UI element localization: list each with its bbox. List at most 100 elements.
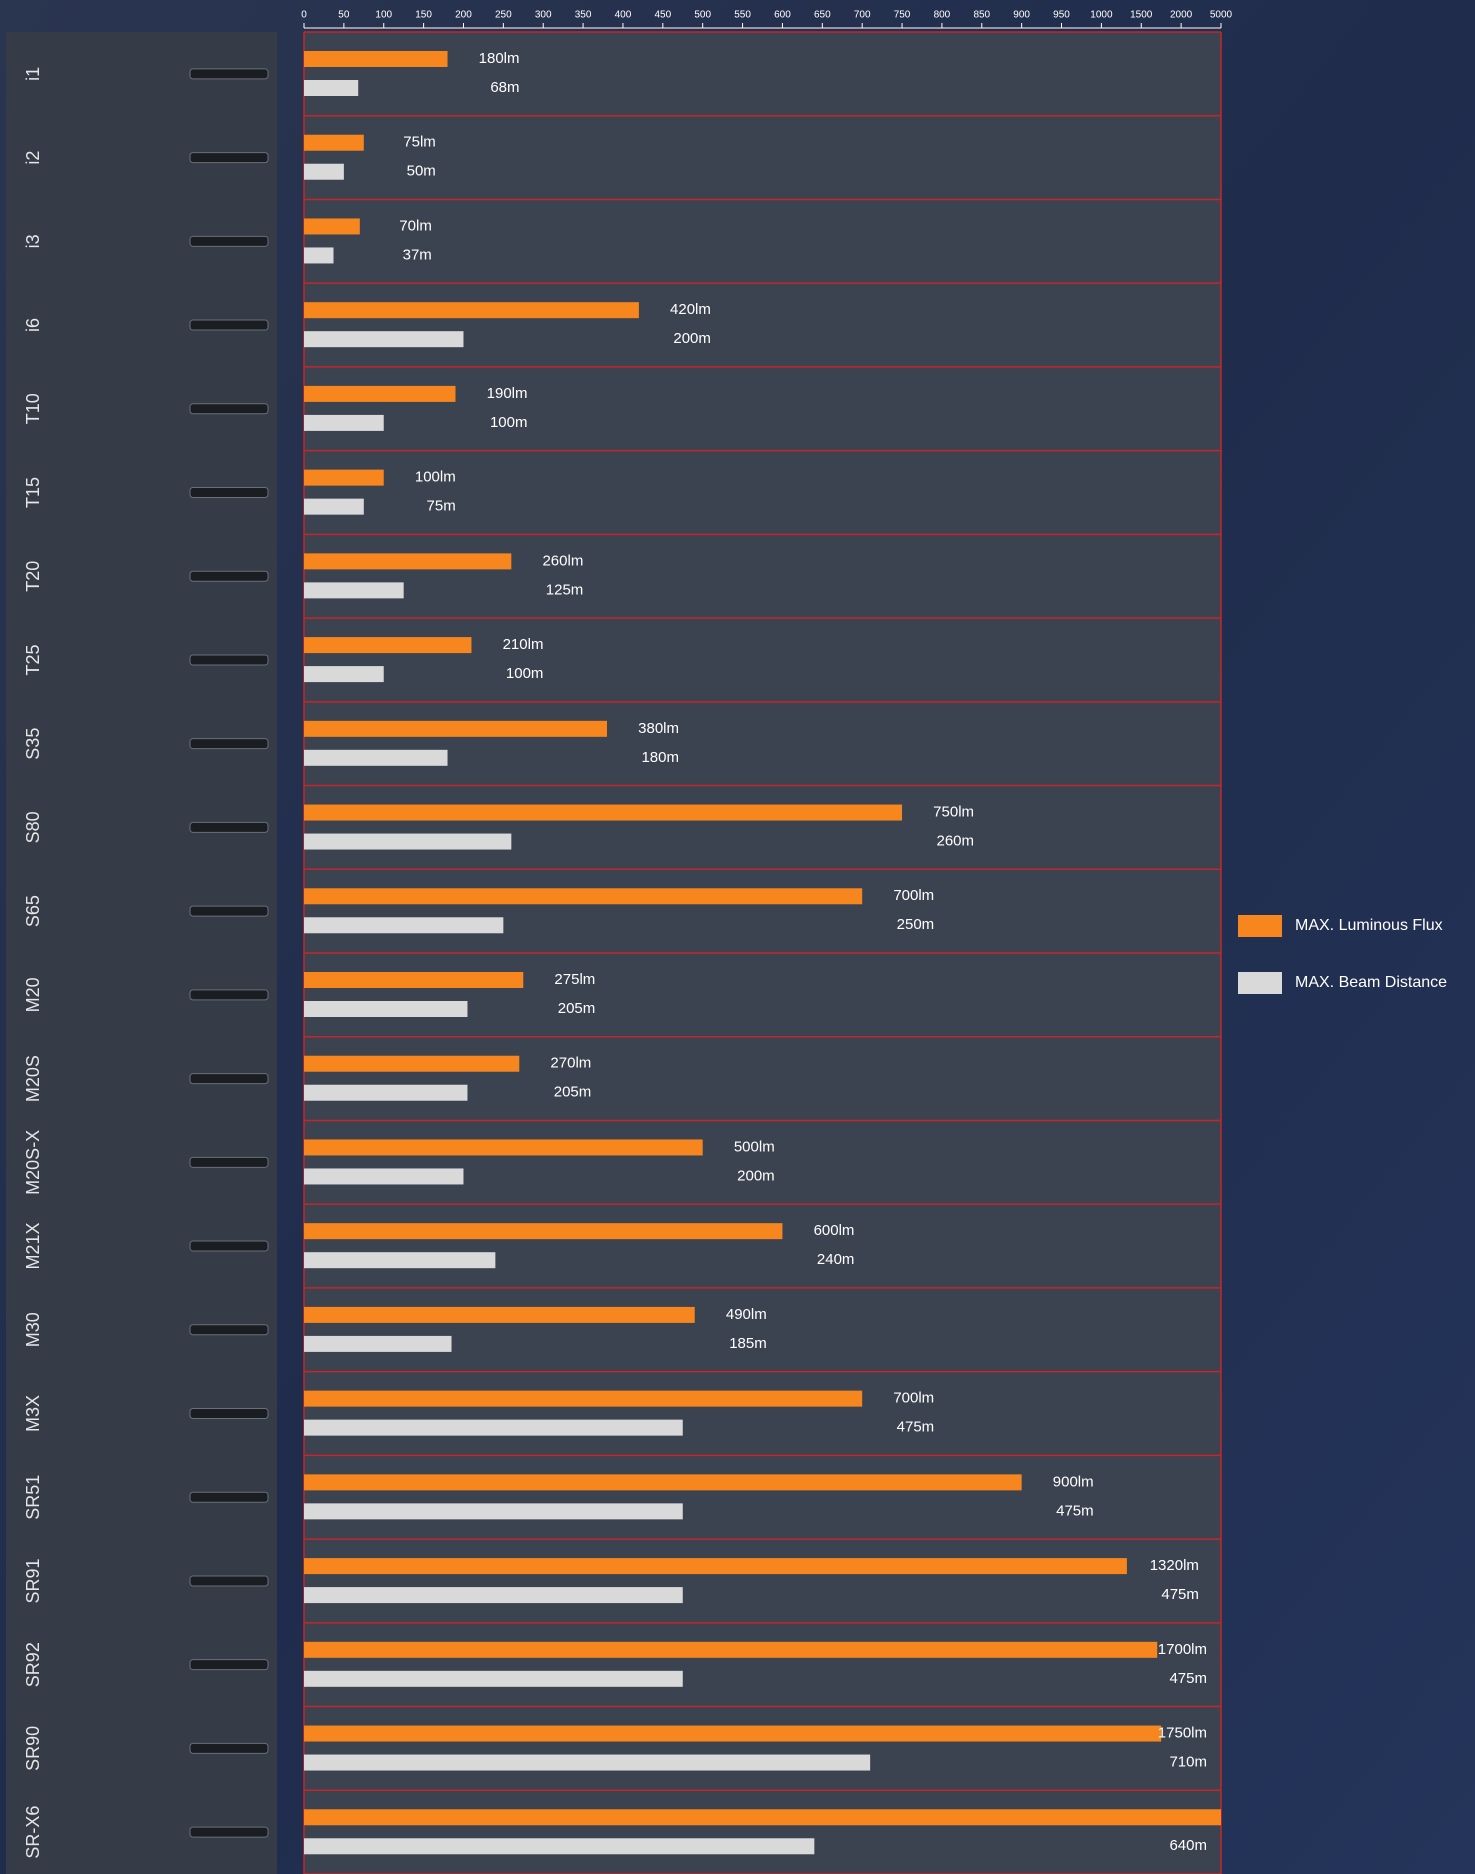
bar <box>304 1642 1157 1658</box>
x-tick-label: 0 <box>301 10 307 21</box>
x-tick-label: 1000 <box>1090 10 1113 21</box>
bar <box>304 582 404 598</box>
bar <box>304 135 364 151</box>
category-label: i1 <box>23 67 43 81</box>
category-label: SR-X6 <box>23 1806 43 1859</box>
bar <box>304 834 511 850</box>
bar <box>304 972 523 988</box>
category-label: M30 <box>23 1312 43 1347</box>
x-tick-label: 850 <box>973 10 990 21</box>
value-label: 490lm <box>726 1306 767 1323</box>
bar <box>304 1838 814 1854</box>
x-tick-label: 350 <box>575 10 592 21</box>
bar <box>304 1391 862 1407</box>
bar <box>304 1474 1022 1490</box>
flashlight-icon <box>190 1157 268 1167</box>
bar <box>304 553 511 569</box>
value-label: 240m <box>817 1251 855 1268</box>
flashlight-icon <box>190 69 268 79</box>
flashlight-icon <box>190 1492 268 1502</box>
value-label: 75lm <box>403 134 436 151</box>
value-label: 260lm <box>542 552 583 569</box>
flashlight-icon <box>190 1743 268 1753</box>
value-label: 900lm <box>1053 1473 1094 1490</box>
flashlight-icon <box>190 990 268 1000</box>
bar <box>304 1755 870 1771</box>
flashlight-icon <box>190 320 268 330</box>
bar <box>304 331 463 347</box>
category-label: SR51 <box>23 1475 43 1520</box>
value-label: 750lm <box>933 804 974 821</box>
x-tick-label: 200 <box>455 10 472 21</box>
value-label: 380lm <box>638 720 679 737</box>
bar <box>304 1503 683 1519</box>
bar <box>304 415 384 431</box>
x-tick-label: 400 <box>615 10 632 21</box>
flashlight-icon <box>190 1074 268 1084</box>
category-label: SR92 <box>23 1642 43 1687</box>
bar <box>304 1168 463 1184</box>
category-label: T15 <box>23 477 43 508</box>
value-label: 205m <box>558 1000 596 1017</box>
bar <box>304 386 456 402</box>
value-label: 100lm <box>415 469 456 486</box>
category-label: S65 <box>23 895 43 927</box>
value-label: 70lm <box>399 217 432 234</box>
flashlight-icon <box>190 655 268 665</box>
bar <box>304 1056 519 1072</box>
flashlight-icon <box>190 1325 268 1335</box>
value-label: 1320lm <box>1150 1557 1199 1574</box>
x-tick-label: 300 <box>535 10 552 21</box>
flashlight-icon <box>190 906 268 916</box>
bar <box>304 1671 683 1687</box>
bar <box>304 1420 683 1436</box>
value-label: 475m <box>1056 1502 1094 1519</box>
bar <box>304 917 503 933</box>
value-label: 125m <box>546 581 584 598</box>
flashlight-icon <box>190 739 268 749</box>
bar <box>304 1223 782 1239</box>
x-tick-label: 450 <box>654 10 671 21</box>
x-tick-label: 500 <box>694 10 711 21</box>
x-tick-label: 100 <box>375 10 392 21</box>
value-label: 100m <box>506 665 544 682</box>
value-label: 200m <box>737 1167 775 1184</box>
bar <box>304 218 360 234</box>
bar <box>304 499 364 515</box>
flashlight-icon <box>190 236 268 246</box>
legend-swatch <box>1238 972 1282 994</box>
value-label: 210lm <box>503 636 544 653</box>
x-tick-label: 2000 <box>1170 10 1193 21</box>
x-tick-label: 5000 <box>1210 10 1233 21</box>
bar <box>304 1336 452 1352</box>
left-panel <box>6 32 277 1874</box>
value-label: 185m <box>729 1335 767 1352</box>
bar <box>304 80 358 96</box>
bar <box>304 164 344 180</box>
category-label: SR91 <box>23 1558 43 1603</box>
value-label: 260m <box>937 833 975 850</box>
category-label: M3X <box>23 1395 43 1432</box>
x-tick-label: 900 <box>1013 10 1030 21</box>
bar <box>304 721 607 737</box>
bar <box>304 470 384 486</box>
flashlight-icon <box>190 404 268 414</box>
category-label: SR90 <box>23 1726 43 1771</box>
flashlight-icon <box>190 1827 268 1837</box>
value-label: 270lm <box>550 1055 591 1072</box>
legend-swatch <box>1238 915 1282 937</box>
x-tick-label: 550 <box>734 10 751 21</box>
value-label: 500lm <box>734 1138 775 1155</box>
value-label: 200m <box>673 330 711 347</box>
value-label: 250m <box>897 916 935 933</box>
chart: 0501001502002503003504004505005506006507… <box>0 0 1475 1874</box>
bar <box>304 1558 1127 1574</box>
value-label: 1750lm <box>1158 1725 1207 1742</box>
x-tick-label: 650 <box>814 10 831 21</box>
flashlight-icon <box>190 571 268 581</box>
value-label: 710m <box>1169 1754 1207 1771</box>
category-label: M21X <box>23 1223 43 1270</box>
value-label: 700lm <box>893 887 934 904</box>
value-label: 475m <box>897 1419 935 1436</box>
value-label: 475m <box>1169 1670 1207 1687</box>
